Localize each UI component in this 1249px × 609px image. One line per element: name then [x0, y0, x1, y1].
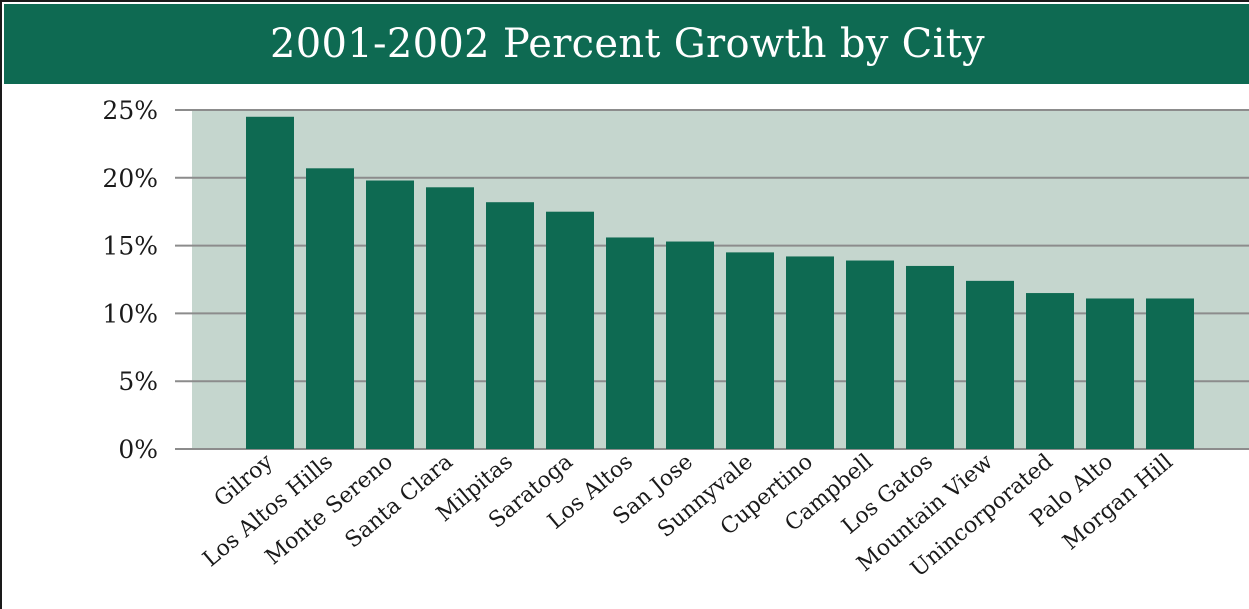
bar-monte-sereno — [366, 180, 414, 449]
y-tick-label: 15% — [102, 232, 158, 261]
bar-milpitas — [486, 202, 534, 449]
bar-gilroy — [246, 116, 294, 449]
y-tick-label: 25% — [102, 96, 158, 125]
chart-title: 2001-2002 Percent Growth by City — [270, 21, 985, 67]
bar-sunnyvale — [726, 252, 774, 449]
bar-los-altos-hills — [306, 168, 354, 450]
bar-morgan-hill — [1146, 298, 1194, 449]
bar-campbell — [846, 260, 894, 449]
y-tick-label: 5% — [118, 367, 158, 396]
y-axis-ticks: 0% 5% 10% 15% 20% 25% — [102, 96, 158, 464]
title-bar: 2001-2002 Percent Growth by City — [4, 4, 1249, 84]
y-tick-label: 20% — [102, 164, 158, 193]
bar-unincorporated — [1026, 293, 1074, 449]
bar-santa-clara — [426, 187, 474, 450]
bar-cupertino — [786, 256, 834, 449]
bar-saratoga — [546, 211, 594, 449]
y-tick-label: 10% — [102, 299, 158, 328]
y-tick-label: 0% — [118, 435, 158, 464]
bar-palo-alto — [1086, 298, 1134, 449]
bar-san-jose — [666, 241, 714, 449]
bar-los-gatos — [906, 265, 954, 449]
bar-los-altos — [606, 237, 654, 449]
bar-mountain-view — [966, 280, 1014, 449]
bars — [246, 116, 1194, 450]
